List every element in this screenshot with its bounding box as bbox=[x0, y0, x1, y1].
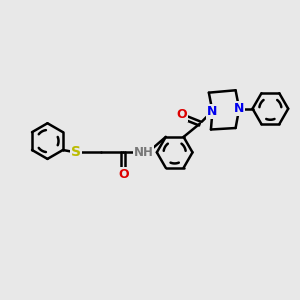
Text: O: O bbox=[176, 108, 187, 121]
Text: N: N bbox=[234, 102, 244, 115]
Text: N: N bbox=[207, 105, 218, 118]
Text: O: O bbox=[118, 168, 129, 181]
Text: NH: NH bbox=[134, 146, 153, 159]
Text: S: S bbox=[71, 146, 81, 159]
